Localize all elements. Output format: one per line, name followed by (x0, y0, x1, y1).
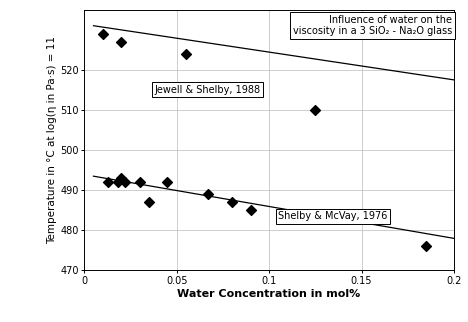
Point (117, 39, 125, 44)
Point (312, 108, 319, 113)
Text: Jewell & Shelby, 1988: Jewell & Shelby, 1988 (154, 85, 261, 95)
Text: Shelby & McVay, 1976: Shelby & McVay, 1976 (278, 211, 388, 221)
Text: Influence of water on the
viscosity in a 3 SiO₂ - Na₂O glass: Influence of water on the viscosity in a… (293, 15, 452, 36)
Point (247, 208, 255, 213)
Point (121, 180, 129, 185)
Point (182, 51, 190, 56)
Point (145, 200, 153, 205)
Y-axis label: Temperature in °C at log(η in Pa·s) = 11: Temperature in °C at log(η in Pa·s) = 11 (47, 36, 57, 244)
Point (423, 244, 430, 249)
Point (99, 31, 107, 36)
Point (228, 200, 236, 205)
X-axis label: Water Concentration in mol%: Water Concentration in mol% (177, 289, 361, 299)
Point (114, 180, 121, 185)
Point (104, 180, 112, 185)
Point (117, 175, 125, 181)
Point (164, 180, 171, 185)
Point (136, 180, 143, 185)
Point (205, 192, 212, 197)
